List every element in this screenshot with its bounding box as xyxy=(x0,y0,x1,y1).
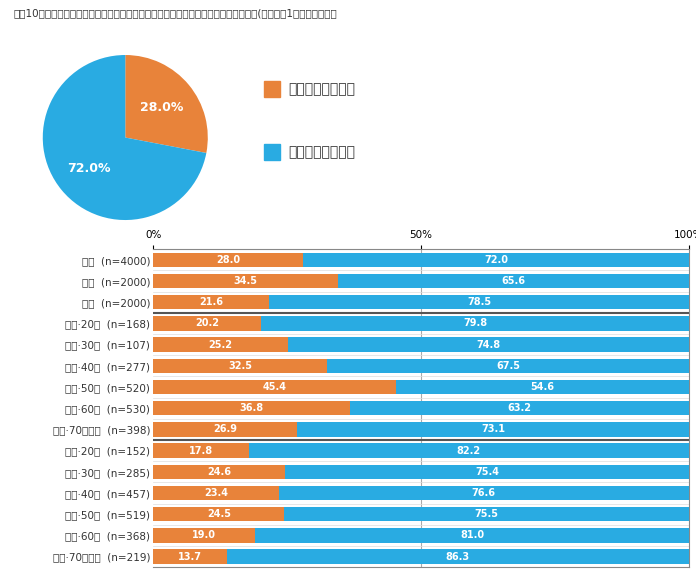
Text: 72.0: 72.0 xyxy=(484,255,508,265)
Text: 19.0: 19.0 xyxy=(192,531,216,540)
Bar xyxy=(262,316,689,331)
Wedge shape xyxy=(125,55,208,153)
Bar xyxy=(153,486,278,500)
Bar xyxy=(153,316,262,331)
Bar xyxy=(303,253,689,267)
Text: 20.2: 20.2 xyxy=(196,319,219,328)
Bar xyxy=(327,359,689,373)
Text: 72.0%: 72.0% xyxy=(67,162,110,175)
Text: 23.4: 23.4 xyxy=(204,488,228,498)
Text: 75.5: 75.5 xyxy=(475,509,499,519)
Bar xyxy=(153,550,226,564)
Bar xyxy=(285,507,689,521)
Bar xyxy=(153,253,303,267)
Bar xyxy=(269,295,690,309)
Bar xyxy=(397,380,689,394)
Bar xyxy=(278,486,689,500)
Text: 24.5: 24.5 xyxy=(207,509,231,519)
Bar xyxy=(153,507,285,521)
Text: 63.2: 63.2 xyxy=(507,403,532,413)
Text: 28.0: 28.0 xyxy=(216,255,240,265)
Bar xyxy=(153,380,397,394)
Text: 74.8: 74.8 xyxy=(477,340,500,350)
Text: 17.8: 17.8 xyxy=(189,446,213,456)
Text: 21.6: 21.6 xyxy=(199,297,223,307)
Bar xyxy=(226,550,689,564)
Text: されたことがある: されたことがある xyxy=(288,82,355,96)
Bar xyxy=(153,465,285,479)
Text: 76.6: 76.6 xyxy=(472,488,496,498)
Bar xyxy=(255,528,689,543)
Bar xyxy=(350,401,689,415)
Bar xyxy=(153,528,255,543)
Text: 28.0%: 28.0% xyxy=(141,100,184,113)
Text: 81.0: 81.0 xyxy=(460,531,484,540)
Bar xyxy=(285,465,689,479)
Bar xyxy=(338,274,690,288)
Wedge shape xyxy=(42,55,206,220)
Text: 73.1: 73.1 xyxy=(481,425,505,434)
Bar xyxy=(153,401,350,415)
Text: 45.4: 45.4 xyxy=(263,382,287,392)
Text: 65.6: 65.6 xyxy=(502,276,525,286)
Text: 図表10「あなたは自動車に乗っているとき、あおり運転をされたことはありますか。(お答えは1つ）」への回答: 図表10「あなたは自動車に乗っているとき、あおり運転をされたことはありますか。(… xyxy=(14,9,338,18)
Text: 78.5: 78.5 xyxy=(467,297,491,307)
Text: 13.7: 13.7 xyxy=(178,552,202,562)
Bar xyxy=(153,337,288,352)
Bar xyxy=(248,444,689,458)
Text: 26.9: 26.9 xyxy=(213,425,237,434)
Bar xyxy=(297,422,689,437)
Text: 67.5: 67.5 xyxy=(496,361,520,371)
Bar xyxy=(153,274,338,288)
Text: 24.6: 24.6 xyxy=(207,467,231,477)
Bar xyxy=(153,422,297,437)
Bar xyxy=(153,444,248,458)
Bar xyxy=(288,337,689,352)
Text: 32.5: 32.5 xyxy=(228,361,252,371)
Text: 79.8: 79.8 xyxy=(463,319,487,328)
Bar xyxy=(153,295,269,309)
Text: 25.2: 25.2 xyxy=(209,340,232,350)
Bar xyxy=(153,359,327,373)
Text: されたことはない: されたことはない xyxy=(288,145,355,159)
Text: 54.6: 54.6 xyxy=(531,382,555,392)
Text: 86.3: 86.3 xyxy=(445,552,470,562)
Text: 75.4: 75.4 xyxy=(475,467,499,477)
Text: 36.8: 36.8 xyxy=(239,403,264,413)
Text: 34.5: 34.5 xyxy=(234,276,258,286)
Text: 82.2: 82.2 xyxy=(457,446,481,456)
